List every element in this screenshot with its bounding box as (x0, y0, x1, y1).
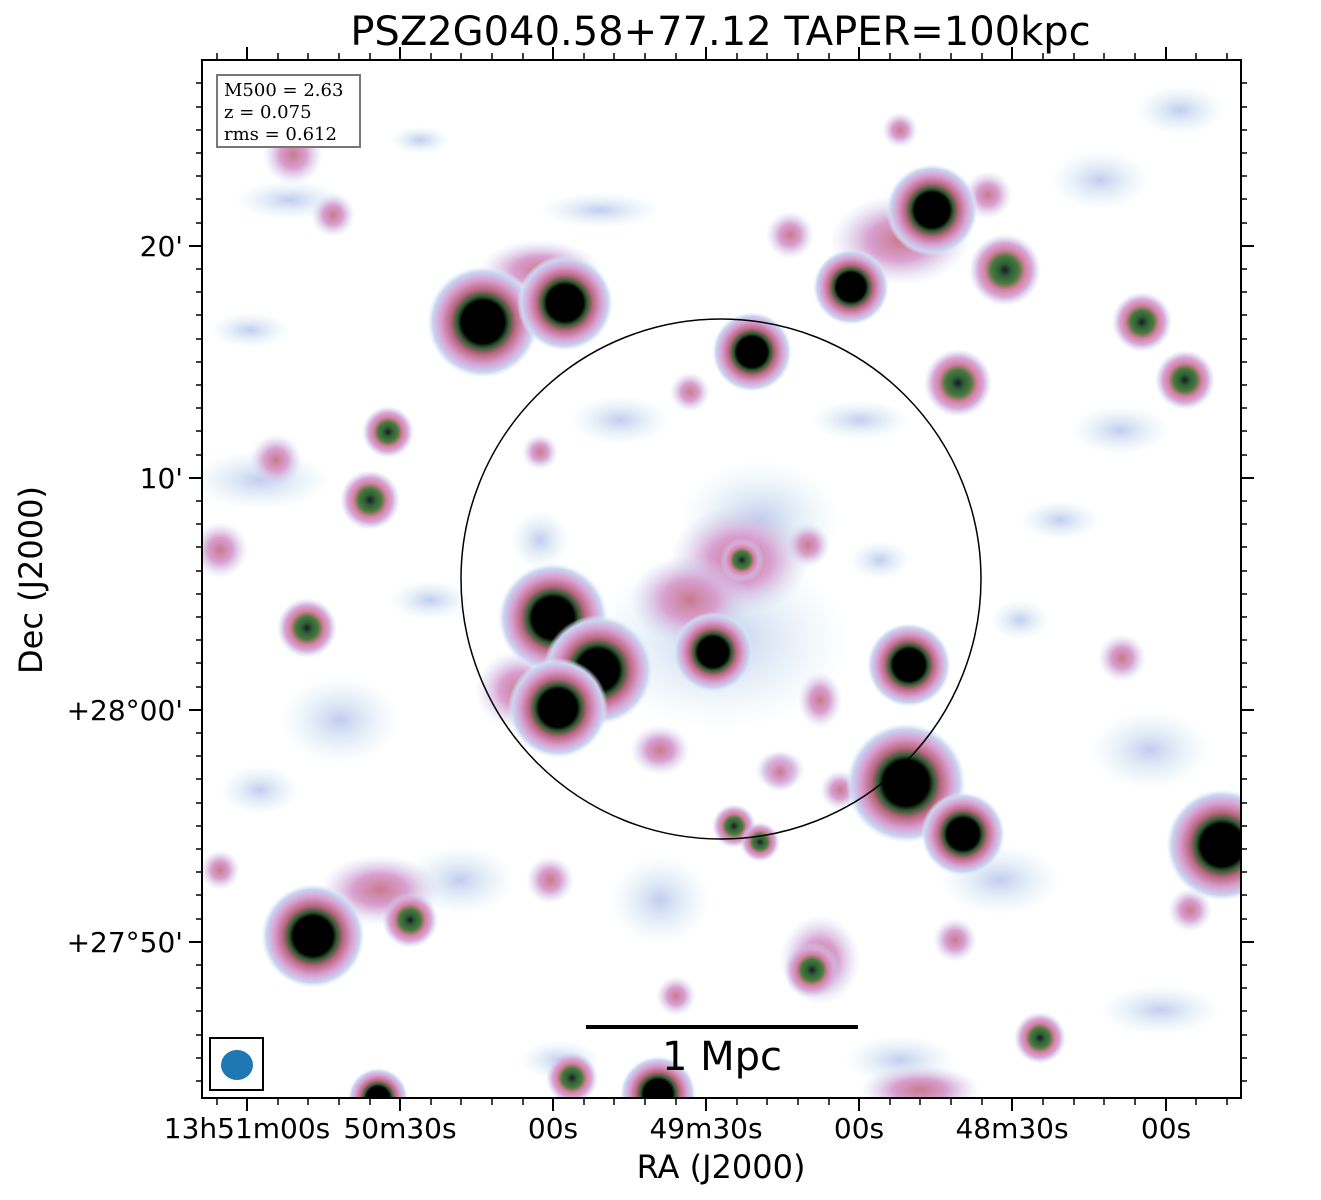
faint-source (760, 752, 800, 792)
y-tick-label: 20' (140, 230, 183, 263)
bright-source (921, 792, 1005, 876)
y-tick-labels: 20' 10' +28°00' +27°50' (67, 230, 183, 959)
x-major-ticks (246, 47, 1167, 1111)
x-minor-ticks (216, 53, 1228, 1105)
compact-source (1112, 292, 1172, 352)
scalebar-line (586, 1025, 858, 1029)
redshift-text: z = 0.075 (224, 102, 312, 123)
noise-patch (610, 855, 710, 945)
compact-source (720, 538, 764, 582)
compact-source (340, 470, 400, 530)
bright-source (813, 249, 889, 325)
noise-patch (1020, 500, 1100, 540)
faint-source (766, 211, 814, 259)
faint-source (522, 434, 558, 470)
noise-patch (390, 126, 450, 154)
bright-source (261, 884, 365, 988)
faint-source (656, 976, 696, 1016)
noise-patch (990, 600, 1050, 640)
noise-patch (280, 675, 400, 765)
x-tick-label: 13h51m00s (164, 1112, 331, 1145)
info-box: M500 = 2.63 z = 0.075 rms = 0.612 (216, 74, 361, 148)
x-tick-label: 00s (528, 1112, 578, 1145)
bright-source (673, 612, 753, 692)
emission-map (202, 85, 1241, 1098)
diffuse-blob (630, 725, 690, 775)
compact-source (546, 1052, 598, 1098)
bright-source (712, 312, 792, 392)
noise-patch (850, 540, 910, 580)
x-tick-labels: 13h51m00s 50m30s 00s 49m30s 00s 48m30s 0… (164, 1112, 1191, 1145)
noise-patch (1135, 85, 1225, 135)
m500-text: M500 = 2.63 (224, 80, 344, 101)
x-tick-label: 49m30s (649, 1112, 762, 1145)
rms-text: rms = 0.612 (224, 124, 337, 145)
diffuse-blob (860, 1065, 980, 1098)
bright-source (1166, 789, 1241, 901)
compact-source (362, 406, 414, 458)
faint-source (670, 372, 710, 412)
beam-box (209, 1037, 264, 1091)
faint-source (786, 523, 830, 567)
noise-patch (1090, 710, 1210, 790)
noise-patch (220, 765, 300, 815)
noise-patch (390, 580, 470, 620)
noise-patch (1100, 985, 1220, 1035)
x-tick-label: 00s (834, 1112, 884, 1145)
y-tick-label: +27°50' (67, 926, 183, 959)
compact-source (382, 892, 438, 948)
compact-source (969, 234, 1041, 306)
x-tick-label: 50m30s (343, 1112, 456, 1145)
noise-patch (210, 312, 290, 348)
compact-source (740, 822, 780, 862)
bright-source (348, 1068, 408, 1098)
noise-patch (810, 400, 910, 440)
r500-circle (460, 318, 982, 840)
bright-source (886, 164, 978, 256)
y-major-ticks (189, 245, 1254, 943)
compact-source (1155, 350, 1215, 410)
image-title: PSZ2G040.58+77.12 TAPER=100kpc (350, 9, 1091, 55)
x-tick-label: 48m30s (955, 1112, 1068, 1145)
bright-sources (261, 164, 1241, 1098)
x-tick-label: 00s (1141, 1112, 1191, 1145)
faint-source (202, 850, 240, 890)
faint-source (202, 522, 248, 578)
noise-patch (510, 510, 570, 570)
compact-source (1014, 1012, 1066, 1064)
bright-source (427, 266, 539, 378)
faint-source (1168, 888, 1212, 932)
beam-ellipse (221, 1050, 253, 1080)
noise-patch (540, 192, 660, 228)
compact-source (277, 598, 337, 658)
faint-source (882, 112, 918, 148)
faint-source (250, 434, 302, 486)
bright-source (508, 658, 608, 758)
y-tick-label: 10' (140, 462, 183, 495)
compact-source (784, 942, 840, 998)
y-tick-label: +28°00' (67, 694, 183, 727)
bright-source (517, 255, 613, 351)
y-minor-ticks (196, 82, 1247, 1082)
noise-patch (1050, 150, 1150, 210)
faint-source (933, 918, 977, 962)
x-axis-title: RA (J2000) (637, 1148, 806, 1186)
faint-source (311, 193, 355, 237)
plot-frame (201, 59, 1242, 1099)
compact-sources (277, 234, 1215, 1098)
faint-source (1098, 634, 1146, 682)
diffuse-blob (798, 672, 842, 728)
compact-source (924, 349, 992, 417)
bright-source (620, 1056, 696, 1098)
y-axis-title: Dec (J2000) (12, 486, 50, 674)
noise-patch (570, 395, 670, 445)
noise-patch (1070, 405, 1170, 455)
bright-source (867, 623, 951, 707)
faint-source (526, 856, 574, 904)
scalebar-label: 1 Mpc (661, 1034, 783, 1080)
